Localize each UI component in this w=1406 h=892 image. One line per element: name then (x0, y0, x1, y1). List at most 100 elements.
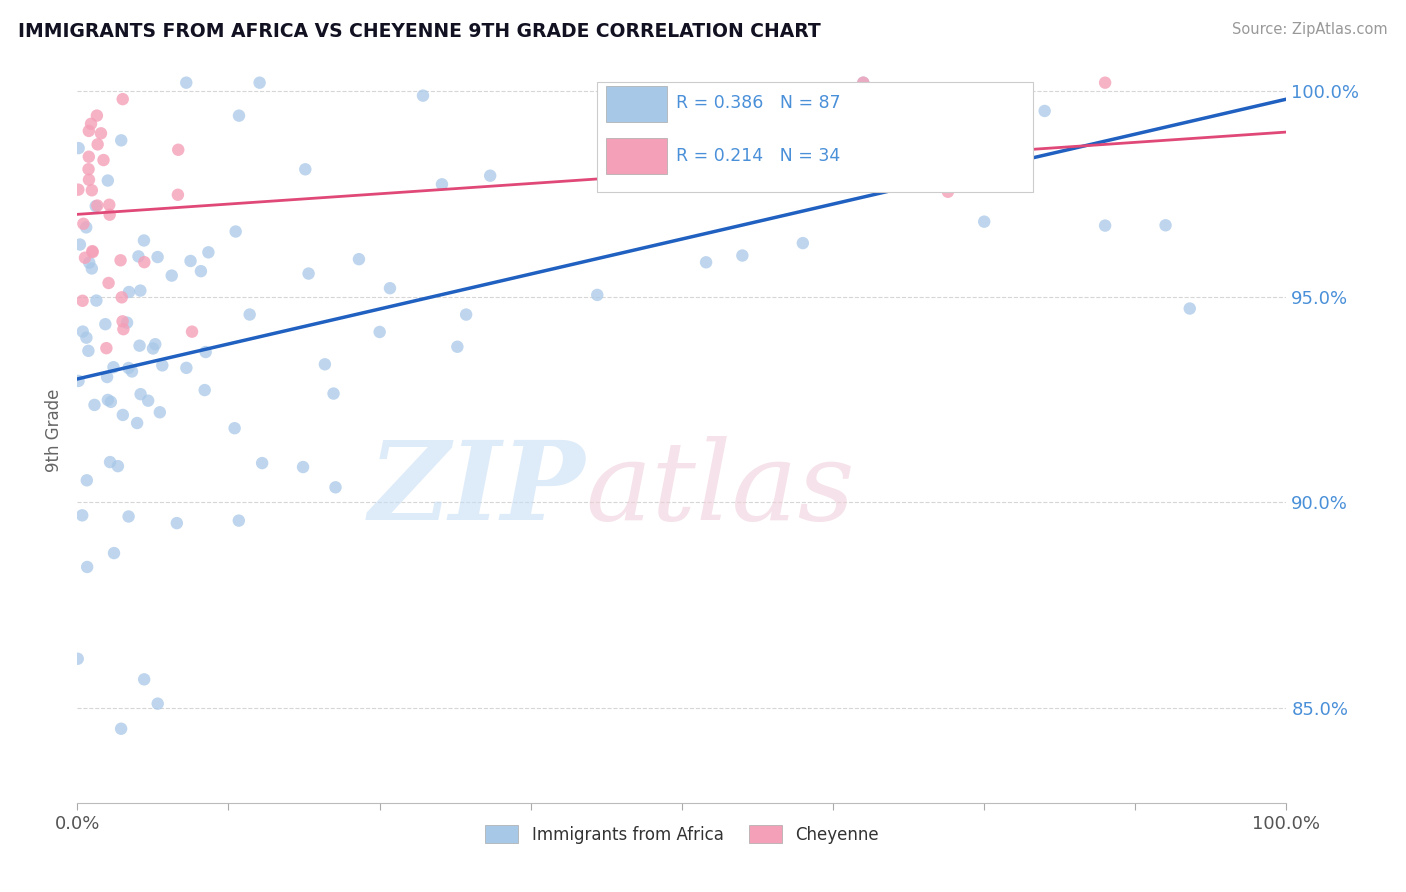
Point (86, 137, 108, 152)
Point (98, 198, 121, 212)
Point (224, 421, 246, 435)
Point (100, 395, 122, 409)
Point (103, 360, 125, 375)
Point (347, 252, 370, 267)
Point (1094, 219, 1116, 233)
Point (325, 480, 347, 494)
Point (136, 393, 159, 408)
Point (456, 308, 478, 322)
Point (72, 217, 94, 231)
Point (67, 183, 90, 197)
Point (77, 162, 100, 177)
Point (852, 76, 875, 90)
Point (77, 172, 100, 186)
Point (292, 460, 315, 475)
Point (297, 267, 319, 281)
Point (72, 293, 94, 308)
Point (146, 697, 169, 711)
Point (80, 183, 103, 197)
Point (75, 220, 97, 235)
Point (79, 255, 101, 269)
Point (72, 325, 94, 339)
Point (412, 88, 434, 103)
Point (792, 236, 814, 251)
Point (146, 250, 169, 264)
Point (132, 234, 155, 248)
Point (118, 285, 141, 299)
Point (83, 398, 105, 412)
Point (111, 290, 134, 304)
Point (731, 248, 754, 262)
Point (176, 360, 198, 375)
Point (167, 143, 190, 157)
FancyBboxPatch shape (606, 138, 668, 174)
Point (166, 516, 188, 530)
Point (150, 359, 173, 373)
Point (1154, 219, 1177, 233)
Point (294, 162, 316, 177)
Point (112, 322, 135, 336)
Point (127, 249, 149, 263)
Text: IMMIGRANTS FROM AFRICA VS CHEYENNE 9TH GRADE CORRELATION CHART: IMMIGRANTS FROM AFRICA VS CHEYENNE 9TH G… (18, 22, 821, 41)
Point (134, 255, 156, 269)
Point (1178, 301, 1201, 316)
Point (239, 308, 262, 322)
Point (110, 133, 132, 147)
Point (103, 546, 125, 560)
Point (586, 288, 609, 302)
Point (1094, 76, 1116, 90)
FancyBboxPatch shape (606, 87, 668, 122)
Point (69, 237, 91, 252)
Point (111, 408, 134, 422)
Point (98, 455, 121, 469)
Point (107, 459, 129, 474)
Point (80, 261, 103, 276)
Point (129, 387, 152, 401)
Point (82, 244, 104, 259)
Point (110, 253, 132, 268)
Y-axis label: 9th Grade: 9th Grade (45, 389, 63, 472)
FancyBboxPatch shape (598, 82, 1032, 192)
Point (70, 508, 93, 523)
Point (142, 342, 165, 356)
Point (250, 456, 273, 470)
Point (128, 339, 150, 353)
Point (190, 264, 212, 278)
Point (86, 198, 108, 212)
Point (194, 383, 217, 397)
Point (115, 316, 138, 330)
Point (368, 325, 391, 339)
Point (852, 76, 875, 90)
Point (228, 109, 250, 123)
Point (194, 345, 217, 359)
Point (117, 509, 139, 524)
Point (97, 276, 120, 290)
Point (160, 268, 183, 283)
Text: ZIP: ZIP (368, 436, 585, 544)
Point (228, 514, 250, 528)
Point (121, 364, 143, 378)
Point (167, 187, 190, 202)
Point (430, 178, 453, 192)
Point (378, 281, 401, 295)
Point (77, 124, 100, 138)
Text: atlas: atlas (585, 436, 855, 544)
Legend: Immigrants from Africa, Cheyenne: Immigrants from Africa, Cheyenne (478, 819, 886, 850)
Point (77, 343, 100, 358)
Point (80, 117, 103, 131)
Point (181, 325, 204, 339)
Point (117, 361, 139, 376)
Point (110, 722, 132, 736)
Point (90, 126, 112, 140)
Point (97, 173, 120, 187)
Point (96, 370, 118, 384)
Text: R = 0.214   N = 34: R = 0.214 N = 34 (676, 146, 841, 164)
Point (322, 386, 344, 401)
Point (143, 337, 166, 351)
Point (695, 255, 717, 269)
Point (98, 208, 121, 222)
Point (149, 405, 172, 419)
Point (174, 76, 197, 90)
Point (82, 245, 104, 260)
Point (75, 331, 97, 345)
